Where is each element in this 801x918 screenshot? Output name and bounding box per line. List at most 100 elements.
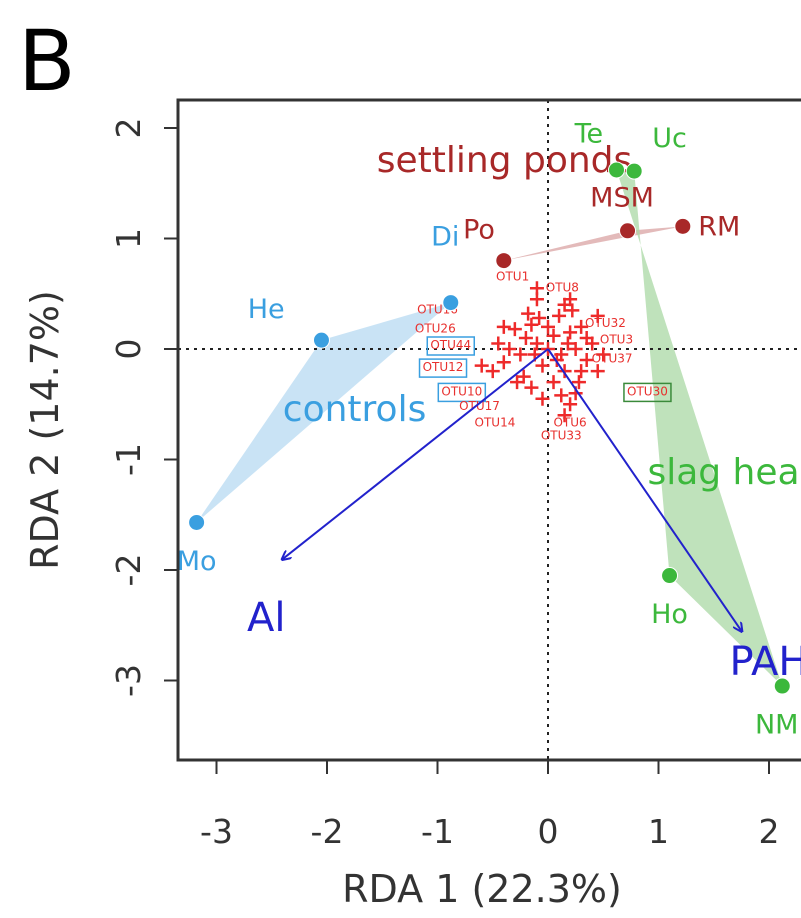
otu-label: OTU17 xyxy=(459,399,500,413)
site-point xyxy=(674,217,692,235)
x-axis: -3 -2 -1 0 1 2 xyxy=(200,760,780,851)
group-label: slag heaps xyxy=(647,452,801,493)
otu-label: OTU3 xyxy=(600,332,633,346)
site-point xyxy=(608,161,626,179)
otu-point xyxy=(518,330,533,345)
otu-label: OTU30 xyxy=(627,384,668,398)
otu-label: OTU10 xyxy=(441,384,482,398)
y-axis-label: RDA 2 (14.7%) xyxy=(23,290,67,570)
otu-point xyxy=(546,328,561,343)
plot-content: OTU1OTU8OTU16OTU26OTU44OTU12OTU10OTU32OT… xyxy=(177,100,801,760)
site-label: Te xyxy=(574,119,604,150)
otu-label: OTU26 xyxy=(415,321,456,335)
otu-label: OTU32 xyxy=(585,316,626,330)
site-label: MSM xyxy=(590,183,654,214)
otu-point xyxy=(502,342,517,356)
x-tick-label: 2 xyxy=(759,812,780,851)
site-label: Ho xyxy=(651,599,688,630)
y-axis: 2 1 0 -1 -2 -3 xyxy=(109,118,178,697)
panel-label: B xyxy=(18,12,76,110)
x-tick-label: -3 xyxy=(200,812,233,851)
otu-point xyxy=(513,347,528,362)
otu-point xyxy=(521,306,536,321)
vector-al xyxy=(283,348,549,559)
otu-point xyxy=(596,347,611,362)
otu-point xyxy=(557,408,572,423)
otu-point xyxy=(579,330,594,345)
otu-label-box xyxy=(426,336,476,356)
x-axis-label: RDA 1 (22.3%) xyxy=(342,867,622,911)
group-label: controls xyxy=(283,389,427,430)
otu-point xyxy=(507,322,522,337)
y-tick-label: 0 xyxy=(109,339,148,360)
otu-label: OTU1 xyxy=(496,269,529,283)
otu-point xyxy=(590,308,605,323)
otu-label: OTU12 xyxy=(423,360,464,374)
otu-point xyxy=(557,364,572,379)
otu-point xyxy=(568,342,583,356)
otu-label-box xyxy=(418,358,468,378)
otu-point xyxy=(535,358,550,373)
otu-point xyxy=(529,281,544,296)
otu-point xyxy=(510,375,525,390)
otu-point xyxy=(565,303,580,318)
plot-frame xyxy=(176,98,801,762)
site-point xyxy=(619,222,637,240)
site-label: Uc xyxy=(652,123,687,154)
hull-settling-ponds xyxy=(503,226,683,261)
x-tick-label: 1 xyxy=(648,812,669,851)
otu-label: OTU8 xyxy=(546,281,579,295)
otu-point xyxy=(532,311,547,326)
otu-point xyxy=(524,380,539,395)
otu-point xyxy=(563,292,578,307)
vector-pah xyxy=(547,348,741,631)
otu-point xyxy=(552,308,567,323)
otu-label: OTU37 xyxy=(592,351,633,365)
y-tick-label: -2 xyxy=(109,554,148,587)
otu-point xyxy=(496,319,511,334)
otu-point xyxy=(491,336,506,351)
site-point xyxy=(661,567,679,585)
otu-point xyxy=(574,319,589,334)
vector-label: PAH xyxy=(729,639,801,685)
otu-point xyxy=(529,336,544,351)
site-label: He xyxy=(248,294,285,325)
site-point xyxy=(625,162,643,180)
otu-label: OTU14 xyxy=(475,415,516,429)
y-tick-label: -3 xyxy=(109,664,148,697)
hull-controls xyxy=(196,302,451,523)
otu-label: OTU44 xyxy=(430,338,471,352)
otu-point xyxy=(546,375,561,390)
x-tick-label: -2 xyxy=(311,812,344,851)
otu-label-box xyxy=(437,382,487,403)
otu-label: OTU33 xyxy=(541,429,582,443)
otu-point xyxy=(535,391,550,406)
y-tick-label: 2 xyxy=(109,118,148,139)
hull-slag-heaps xyxy=(616,169,783,687)
site-label: NM xyxy=(755,710,799,741)
otu-label-box xyxy=(623,382,672,403)
otu-point xyxy=(571,375,586,390)
plot-area: OTU1OTU8OTU16OTU26OTU44OTU12OTU10OTU32OT… xyxy=(177,100,801,760)
otu-point xyxy=(579,353,594,368)
site-point xyxy=(312,331,330,349)
otu-point xyxy=(524,317,539,332)
otu-label: OTU6 xyxy=(553,415,586,429)
x-tick-label: -1 xyxy=(421,812,454,851)
vector-label: Al xyxy=(247,595,285,641)
otu-point xyxy=(485,364,500,379)
site-label: Po xyxy=(463,215,495,246)
site-point xyxy=(442,294,460,312)
site-label: Mo xyxy=(177,546,217,577)
otu-point xyxy=(563,325,578,340)
site-label: Di xyxy=(431,221,459,252)
otu-point xyxy=(574,364,589,379)
site-point xyxy=(773,677,791,695)
otu-point xyxy=(474,358,489,373)
group-label: settling ponds xyxy=(377,140,633,181)
otu-point xyxy=(590,364,605,379)
x-tick-label: 0 xyxy=(538,812,559,851)
otu-point xyxy=(496,355,511,370)
site-point xyxy=(188,513,206,531)
